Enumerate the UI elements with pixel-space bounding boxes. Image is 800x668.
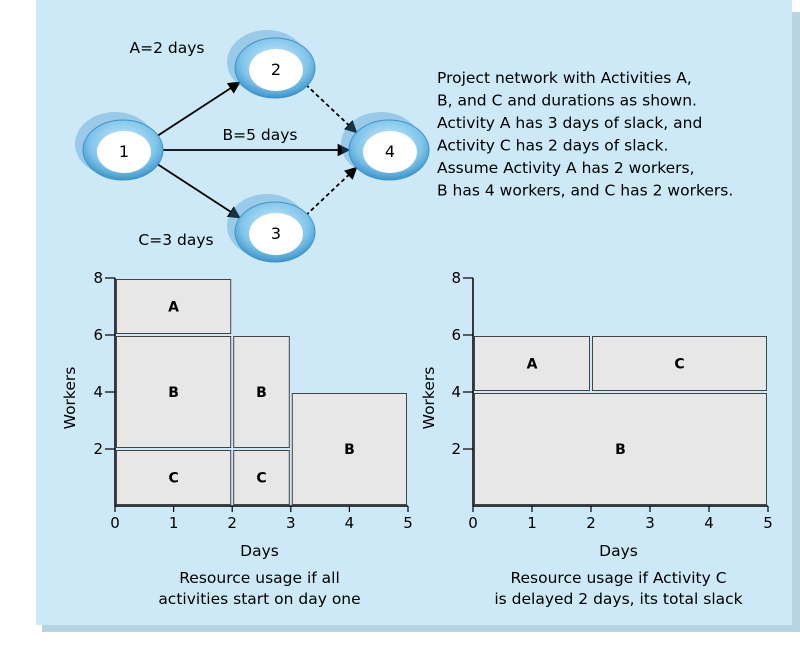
x-tick-label: 2	[227, 514, 237, 532]
description-line: B has 4 workers, and C has 2 workers.	[437, 182, 733, 200]
description-line: Activity C has 2 days of slack.	[437, 137, 668, 155]
x-tick-label: 0	[468, 514, 478, 532]
block-label: B	[615, 442, 626, 458]
node-n4: 4	[341, 112, 430, 181]
y-axis-label: Workers	[420, 367, 438, 430]
edge-label-n1-n4: B=5 days	[223, 126, 298, 144]
node-label: 4	[385, 142, 395, 161]
x-tick-label: 4	[704, 514, 714, 532]
resource-chart-1: C B A C B B 0 1 2 3 4 5 2 4 6 8 Days Workers Resource usag…	[61, 269, 413, 608]
description-line: Activity A has 3 days of slack, and	[437, 114, 702, 132]
chart-caption-line: Resource usage if Activity C	[510, 569, 726, 587]
block-b	[116, 336, 232, 448]
x-tick-label: 1	[527, 514, 537, 532]
description-line: Project network with Activities A,	[437, 69, 692, 87]
x-axis-label: Days	[240, 542, 279, 560]
block-b	[474, 393, 767, 505]
description-text: Project network with Activities A, B, and…	[437, 69, 733, 200]
description-line: B, and C and durations as shown.	[437, 92, 697, 110]
y-tick-label: 2	[93, 440, 103, 458]
edge-n1-n3	[155, 162, 241, 219]
block-b	[233, 336, 290, 448]
node-n3: 3	[227, 194, 316, 263]
y-tick-label: 2	[451, 440, 461, 458]
block-label: A	[168, 300, 179, 316]
node-label: 1	[119, 142, 129, 161]
x-tick-label: 5	[403, 514, 413, 532]
x-tick-label: 4	[345, 514, 355, 532]
resource-chart-2: B A C 0 1 2 3 4 5 2 4 6 8 Days Workers Resource usage i…	[420, 269, 773, 608]
chart-caption-line: Resource usage if all	[179, 569, 340, 587]
y-tick-label: 4	[93, 383, 103, 401]
y-tick-label: 4	[451, 383, 461, 401]
block-label: C	[674, 357, 684, 373]
chart-caption-line: is delayed 2 days, its total slack	[494, 590, 742, 608]
node-label: 2	[271, 60, 281, 79]
block-a	[116, 279, 232, 334]
block-label: B	[344, 442, 355, 458]
x-tick-label: 3	[286, 514, 296, 532]
node-label: 3	[271, 224, 281, 243]
edge-n3-n4	[305, 166, 358, 217]
block-b	[291, 393, 407, 505]
y-tick-label: 8	[93, 269, 103, 287]
block-label: B	[256, 385, 267, 401]
resource-charts: C B A C B B 0 1 2 3 4 5 2 4 6 8 Days Workers Resource usag…	[61, 269, 773, 608]
y-axis-label: Workers	[61, 367, 79, 430]
y-tick-label: 6	[93, 326, 103, 344]
block-c	[116, 450, 232, 505]
block-c	[233, 450, 290, 505]
block-a	[474, 336, 590, 391]
chart-caption-line: activities start on day one	[158, 590, 360, 608]
edge-label-n1-n3: C=3 days	[138, 231, 213, 249]
x-tick-label: 2	[586, 514, 596, 532]
description-line: Assume Activity A has 2 workers,	[437, 159, 695, 177]
y-tick-label: 6	[451, 326, 461, 344]
project-network: A=2 days B=5 days C=3 days 1 2 3 4	[75, 30, 430, 263]
block-c	[592, 336, 767, 391]
edge-n1-n2	[155, 81, 241, 138]
edge-label-n1-n2: A=2 days	[130, 39, 205, 57]
x-axis-label: Days	[599, 542, 638, 560]
y-tick-label: 8	[451, 269, 461, 287]
edge-n2-n4	[305, 83, 358, 134]
x-tick-label: 1	[169, 514, 179, 532]
block-label: C	[168, 471, 178, 487]
x-tick-label: 5	[763, 514, 773, 532]
x-tick-label: 3	[645, 514, 655, 532]
node-n2: 2	[227, 30, 316, 99]
block-label: B	[168, 385, 179, 401]
node-n1: 1	[75, 112, 164, 181]
block-label: A	[527, 357, 538, 373]
x-tick-label: 0	[110, 514, 120, 532]
block-label: C	[256, 471, 266, 487]
